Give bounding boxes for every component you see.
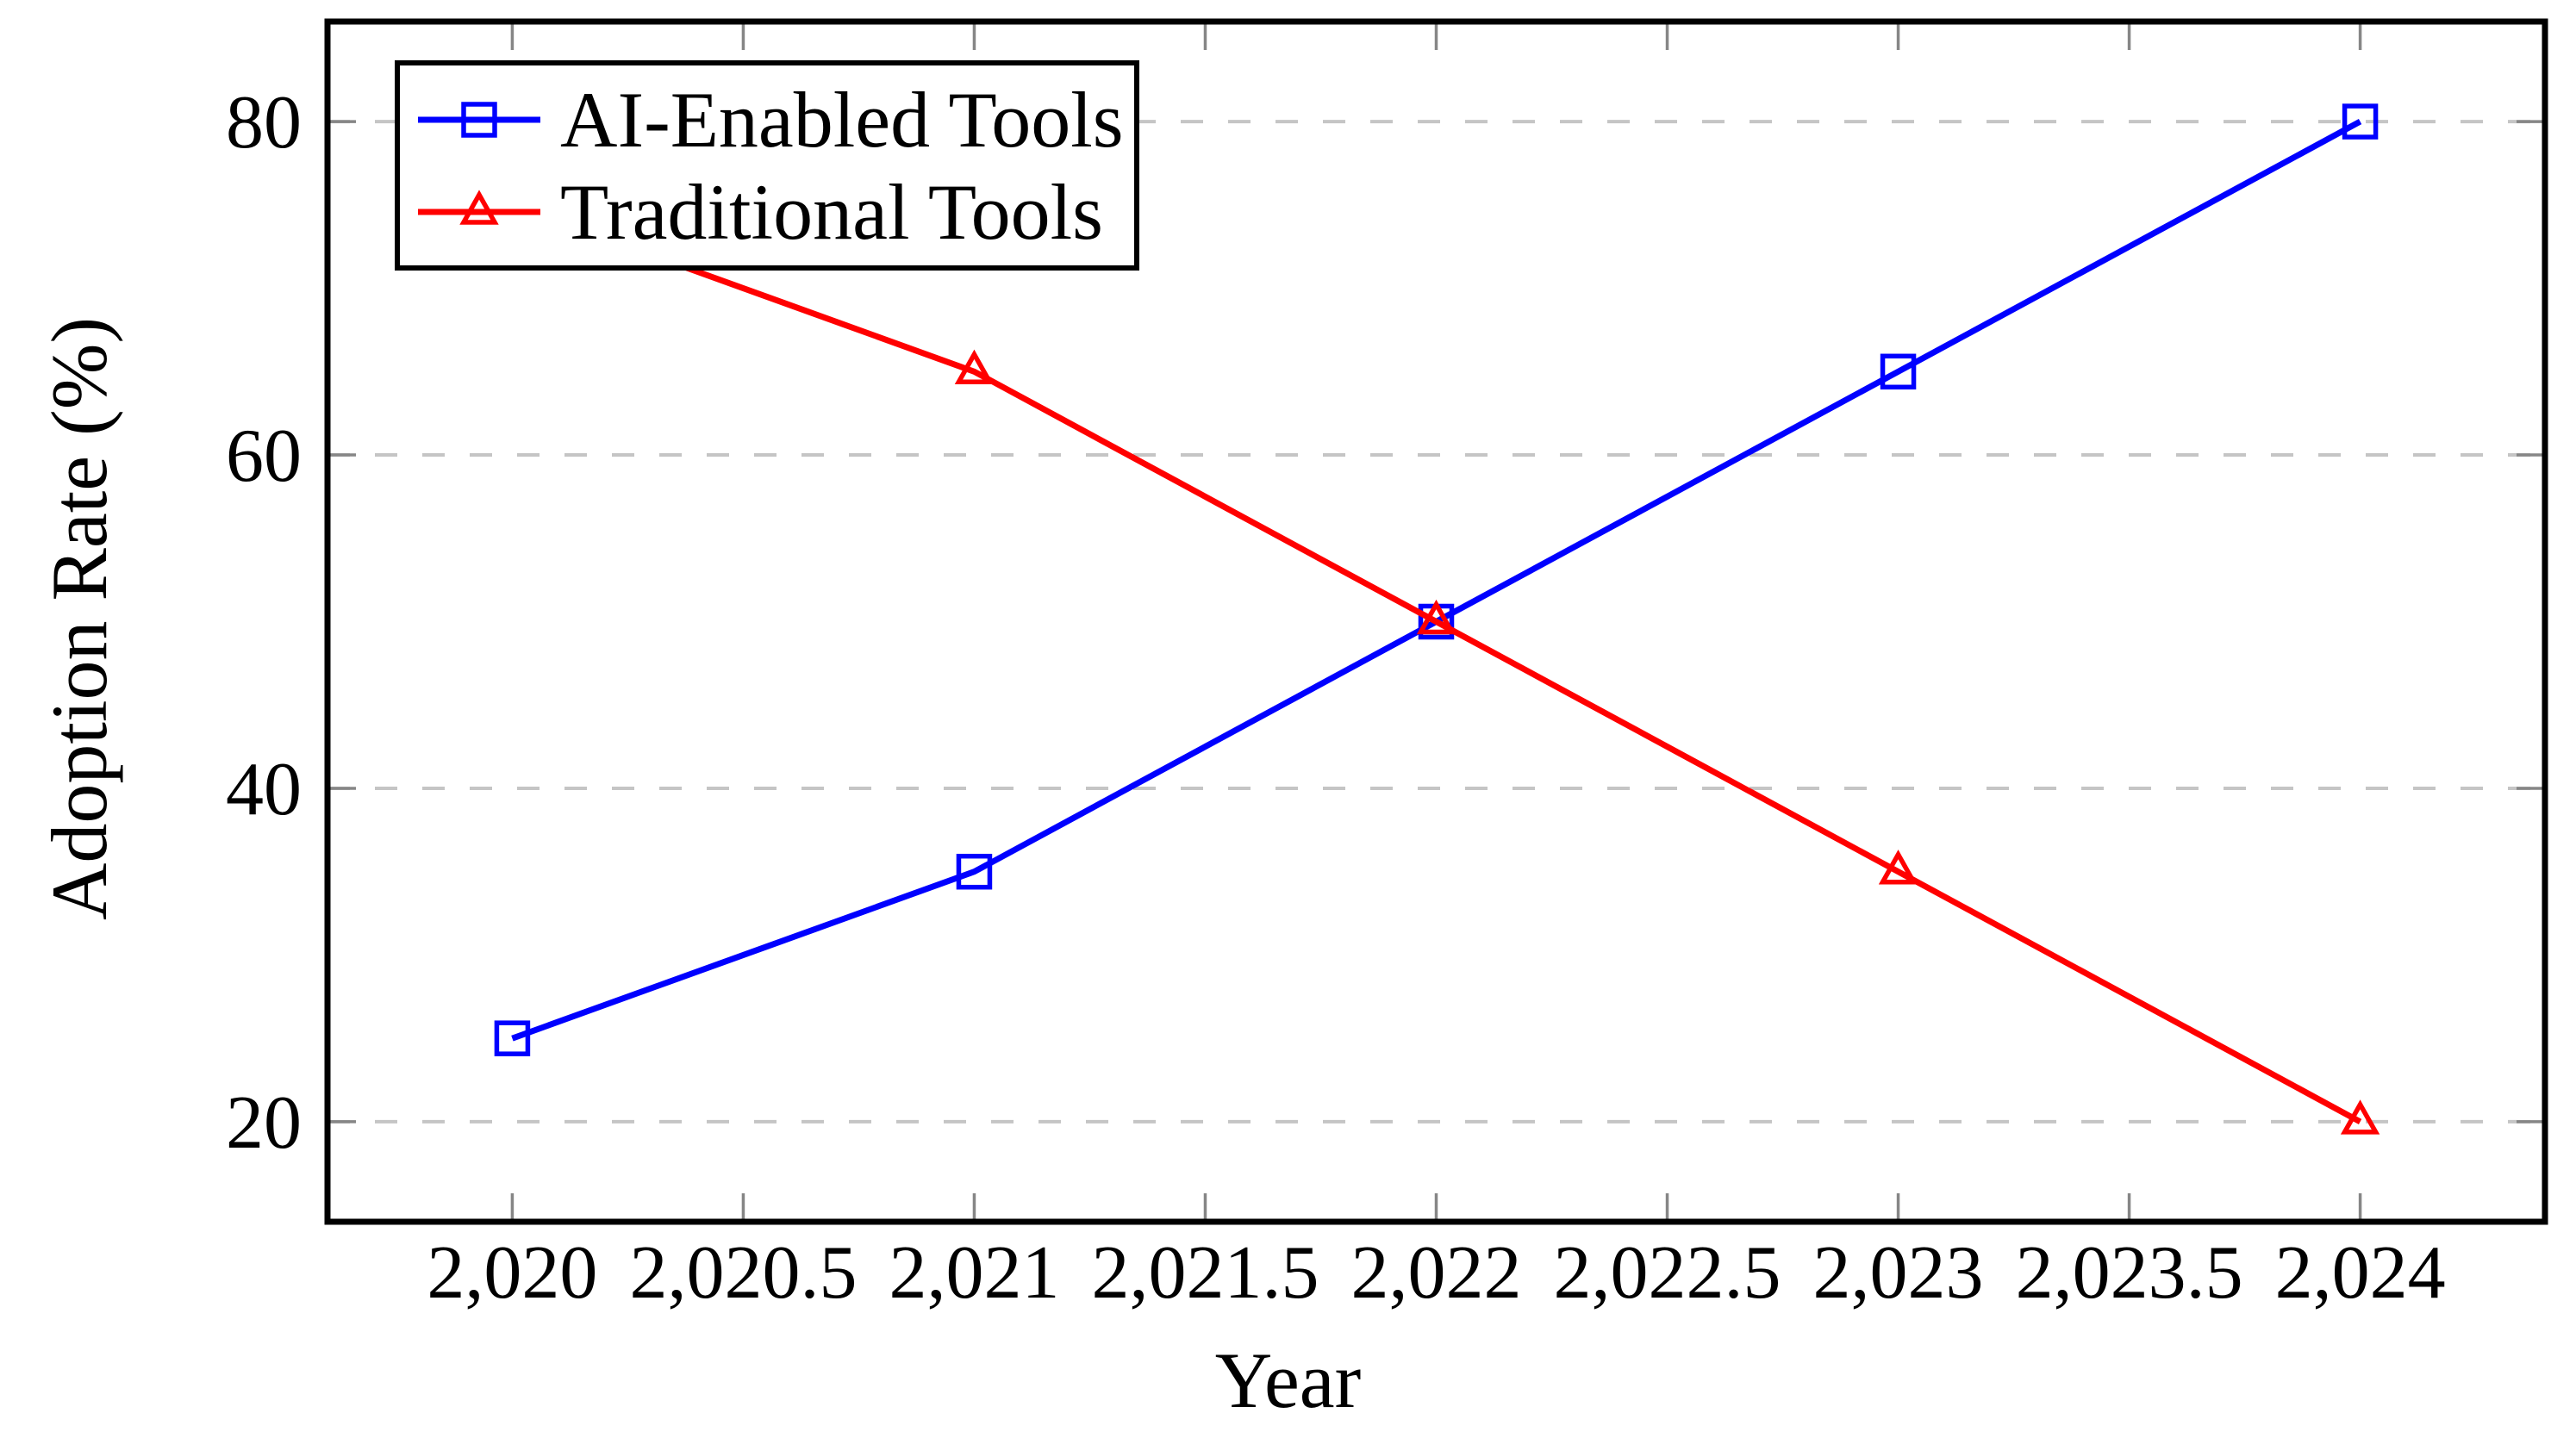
series-1 bbox=[492, 183, 2380, 1135]
x-tick-label: 2,021.5 bbox=[1091, 1231, 1319, 1315]
y-tick-label: 20 bbox=[226, 1081, 302, 1165]
square-marker bbox=[494, 1020, 531, 1056]
triangle-marker bbox=[1416, 599, 1456, 635]
legend: AI-Enabled Tools Traditional Tools bbox=[395, 60, 1139, 271]
legend-label: Traditional Tools bbox=[560, 168, 1103, 256]
x-tick-label: 2,022 bbox=[1351, 1231, 1522, 1315]
legend-sample-triangle-icon bbox=[418, 190, 540, 225]
x-axis-title: Year bbox=[1214, 1336, 1362, 1424]
y-tick-label: 40 bbox=[226, 748, 302, 831]
triangle-marker bbox=[459, 190, 499, 225]
x-tick-label: 2,021 bbox=[889, 1231, 1059, 1315]
plot-border bbox=[324, 18, 2548, 1225]
legend-item: Traditional Tools bbox=[418, 169, 1131, 255]
legend-sample-square-icon bbox=[418, 102, 540, 138]
y-axis-title: Adoption Rate (%) bbox=[35, 316, 123, 921]
x-tick-label: 2,023.5 bbox=[2016, 1231, 2243, 1315]
tick-labels: 2,020 2,020.5 2,021 2,021.5 2,022 2,022.5 2,02… bbox=[226, 81, 2446, 1315]
legend-label: AI-Enabled Tools bbox=[560, 76, 1124, 164]
x-tick-label: 2,024 bbox=[2275, 1231, 2446, 1315]
x-tick-label: 2,022.5 bbox=[1554, 1231, 1781, 1315]
triangle-marker bbox=[1878, 850, 1918, 885]
square-marker bbox=[1880, 353, 1917, 390]
legend-item: AI-Enabled Tools bbox=[418, 77, 1131, 163]
tick-marks bbox=[327, 22, 2545, 1222]
y-tick-label: 80 bbox=[226, 81, 302, 165]
triangle-marker bbox=[954, 349, 995, 385]
triangle-marker bbox=[2340, 1099, 2380, 1135]
series-line bbox=[511, 202, 2362, 1124]
square-marker bbox=[2342, 103, 2379, 140]
square-marker bbox=[956, 853, 993, 890]
grid-lines bbox=[327, 120, 2545, 1124]
x-tick-label: 2,020.5 bbox=[629, 1231, 857, 1315]
x-tick-label: 2,023 bbox=[1813, 1231, 1984, 1315]
y-tick-label: 60 bbox=[226, 414, 302, 498]
x-tick-label: 2,020 bbox=[427, 1231, 597, 1315]
square-marker bbox=[461, 102, 497, 138]
